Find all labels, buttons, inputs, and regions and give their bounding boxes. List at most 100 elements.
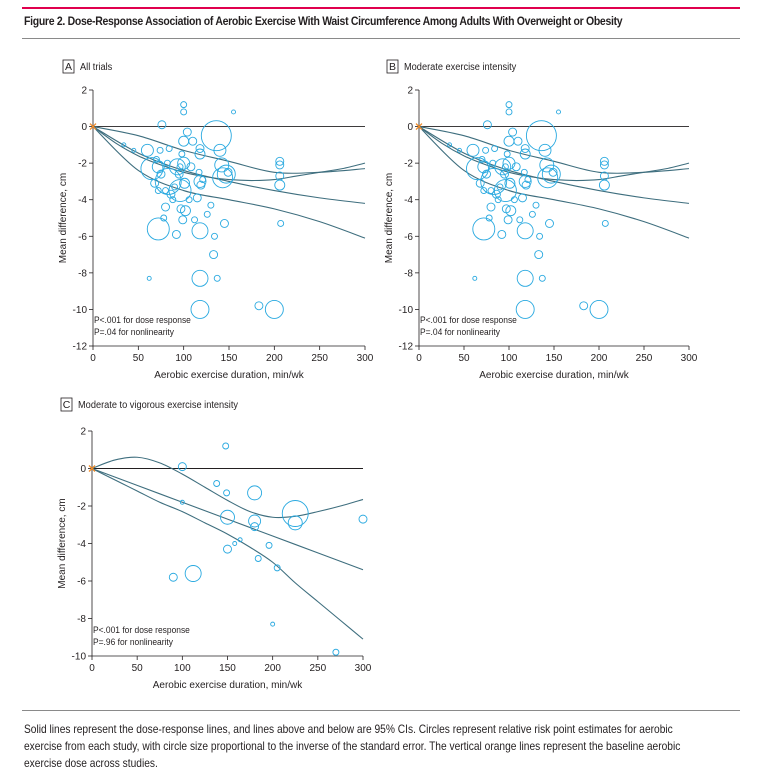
study-point [191,222,209,240]
study-point [254,301,264,311]
study-point [179,499,185,505]
curve-lower-ci [418,126,690,239]
x-tick-label: 0 [89,663,95,674]
study-point [466,157,489,181]
study-point [538,143,552,157]
study-point [121,142,127,148]
study-point [191,269,209,287]
panel-letter: C [63,399,71,411]
study-point [216,164,236,184]
study-point [131,147,137,153]
baseline-marker [88,465,96,472]
curve-estimate [91,467,364,571]
study-point [265,541,273,549]
study-point [496,183,504,191]
study-point [140,143,154,157]
p-value-annotation: P=.04 for nonlinearity [420,327,500,338]
caption-rule [22,710,740,711]
x-tick-label: 100 [174,663,191,674]
curve-pooled [92,126,366,204]
y-tick-label: -2 [77,502,86,513]
study-point [505,205,517,217]
study-point [475,178,485,188]
y-tick-label: -4 [78,195,87,206]
y-tick-label: 0 [407,122,413,133]
study-point [275,160,285,170]
study-point [203,210,211,218]
y-tick-label: -8 [404,268,413,279]
study-point [231,109,236,115]
study-point [281,500,309,527]
study-point [536,232,544,240]
x-tick-label: 50 [132,663,144,674]
baseline-marker [89,123,97,131]
study-point [277,220,285,227]
study-point [503,215,513,225]
study-point [472,275,478,281]
p-value-annotation: P<.001 for dose response [93,625,190,636]
study-point [213,480,221,487]
study-point [211,232,218,240]
x-tick-label: 200 [264,663,281,674]
study-point [537,167,559,189]
y-tick-label: -8 [78,268,87,279]
y-tick-label: -12 [399,342,414,353]
study-point [177,462,187,472]
study-point [194,148,206,160]
panel-letter-box [60,397,73,412]
y-tick-label: -10 [72,652,87,663]
y-tick-label: -2 [78,159,87,170]
study-point [482,120,492,130]
study-point [287,515,303,531]
y-tick-label: -4 [404,195,413,206]
x-tick-label: 300 [357,353,374,364]
study-point [150,178,160,188]
study-point [200,120,232,152]
x-tick-label: 0 [416,353,422,364]
study-point [508,127,518,137]
study-point [491,145,499,152]
study-point [503,150,511,158]
study-point [275,156,285,166]
x-axis-label: Aerobic exercise duration, min/wk [153,680,304,691]
panel-title: Moderate exercise intensity [404,62,516,74]
study-point [497,230,507,239]
study-point [154,167,182,195]
panel-title: All trials [80,62,112,74]
curve-lower-ci [91,468,364,640]
x-axis-label: Aerobic exercise duration, min/wk [479,370,630,381]
curve-upper-ci [418,126,690,174]
study-point [178,135,190,147]
study-point [250,522,260,532]
caption-text: Solid lines represent the dose-response … [24,723,681,770]
study-point [505,108,513,116]
study-point [192,193,202,203]
x-tick-label: 150 [221,353,238,364]
panel-letter: B [389,61,396,73]
study-point [494,196,502,204]
study-point [528,210,536,218]
study-point [457,147,462,153]
p-value-annotation: P<.001 for dose response [94,315,191,326]
study-point [505,101,513,109]
curve-pooled [418,126,690,204]
study-point [209,250,219,260]
study-point [168,158,186,176]
x-tick-label: 200 [266,353,283,364]
study-point [485,214,493,222]
study-point [518,193,527,203]
x-tick-label: 200 [591,353,608,364]
study-point [182,127,192,137]
study-point [466,143,480,157]
study-point [188,136,198,146]
x-tick-label: 300 [681,353,698,364]
panel-letter-box [386,59,399,74]
study-point [486,202,496,212]
study-point [502,156,516,170]
study-point [237,537,243,543]
study-point [545,219,554,228]
x-tick-label: 150 [546,353,563,364]
study-point [274,179,286,191]
study-point [176,163,184,171]
study-point [178,150,186,158]
